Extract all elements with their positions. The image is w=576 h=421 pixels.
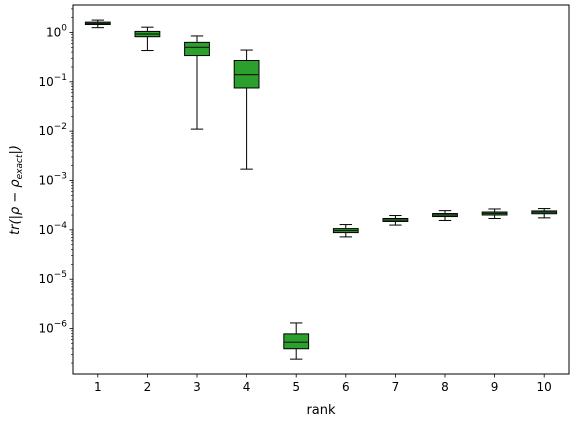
x-tick-label: 10 bbox=[537, 380, 552, 394]
box-rank-5 bbox=[283, 322, 310, 360]
x-tick-label: 7 bbox=[392, 380, 400, 394]
box-iqr bbox=[283, 333, 310, 350]
box-rank-2 bbox=[134, 26, 161, 52]
x-tick-label: 5 bbox=[292, 380, 300, 394]
y-tick-label: 10−4 bbox=[38, 221, 67, 237]
x-tick-label: 2 bbox=[144, 380, 152, 394]
y-axis-label: tr(|ρ − ρexact|) bbox=[8, 145, 25, 235]
box-rank-1 bbox=[84, 19, 111, 29]
x-tick-label: 6 bbox=[342, 380, 350, 394]
plot-content bbox=[84, 19, 558, 360]
y-tick-label: 10−6 bbox=[38, 320, 67, 336]
box-rank-10 bbox=[531, 208, 558, 219]
box-rank-9 bbox=[481, 208, 508, 219]
y-tick-label: 10−3 bbox=[38, 172, 67, 188]
y-tick-label: 10−1 bbox=[38, 73, 67, 89]
y-axis: 10−6 10−5 10−4 10−3 10−2 10−1 100 bbox=[38, 8, 73, 364]
x-tick-label: 3 bbox=[193, 380, 201, 394]
x-tick-label: 1 bbox=[94, 380, 102, 394]
box-rank-4 bbox=[233, 49, 260, 170]
y-tick-label: 10−5 bbox=[38, 270, 67, 286]
plot-frame bbox=[72, 4, 570, 375]
box-rank-6 bbox=[332, 224, 359, 238]
x-tick-label: 4 bbox=[243, 380, 251, 394]
y-tick-label: 100 bbox=[46, 23, 67, 39]
y-axis-label-close: |) bbox=[8, 145, 23, 154]
box-iqr bbox=[184, 41, 210, 57]
x-tick-label: 9 bbox=[491, 380, 499, 394]
box-rank-7 bbox=[382, 215, 409, 226]
y-axis-label-subscript: exact bbox=[15, 154, 25, 179]
x-axis-label: rank bbox=[306, 403, 336, 418]
x-tick-label: 8 bbox=[441, 380, 449, 394]
box-rank-3 bbox=[184, 35, 210, 130]
x-axis: 1 2 3 4 5 6 7 8 9 10 bbox=[94, 374, 552, 394]
y-tick-label: 10−2 bbox=[38, 122, 67, 138]
box-rank-8 bbox=[432, 210, 458, 221]
